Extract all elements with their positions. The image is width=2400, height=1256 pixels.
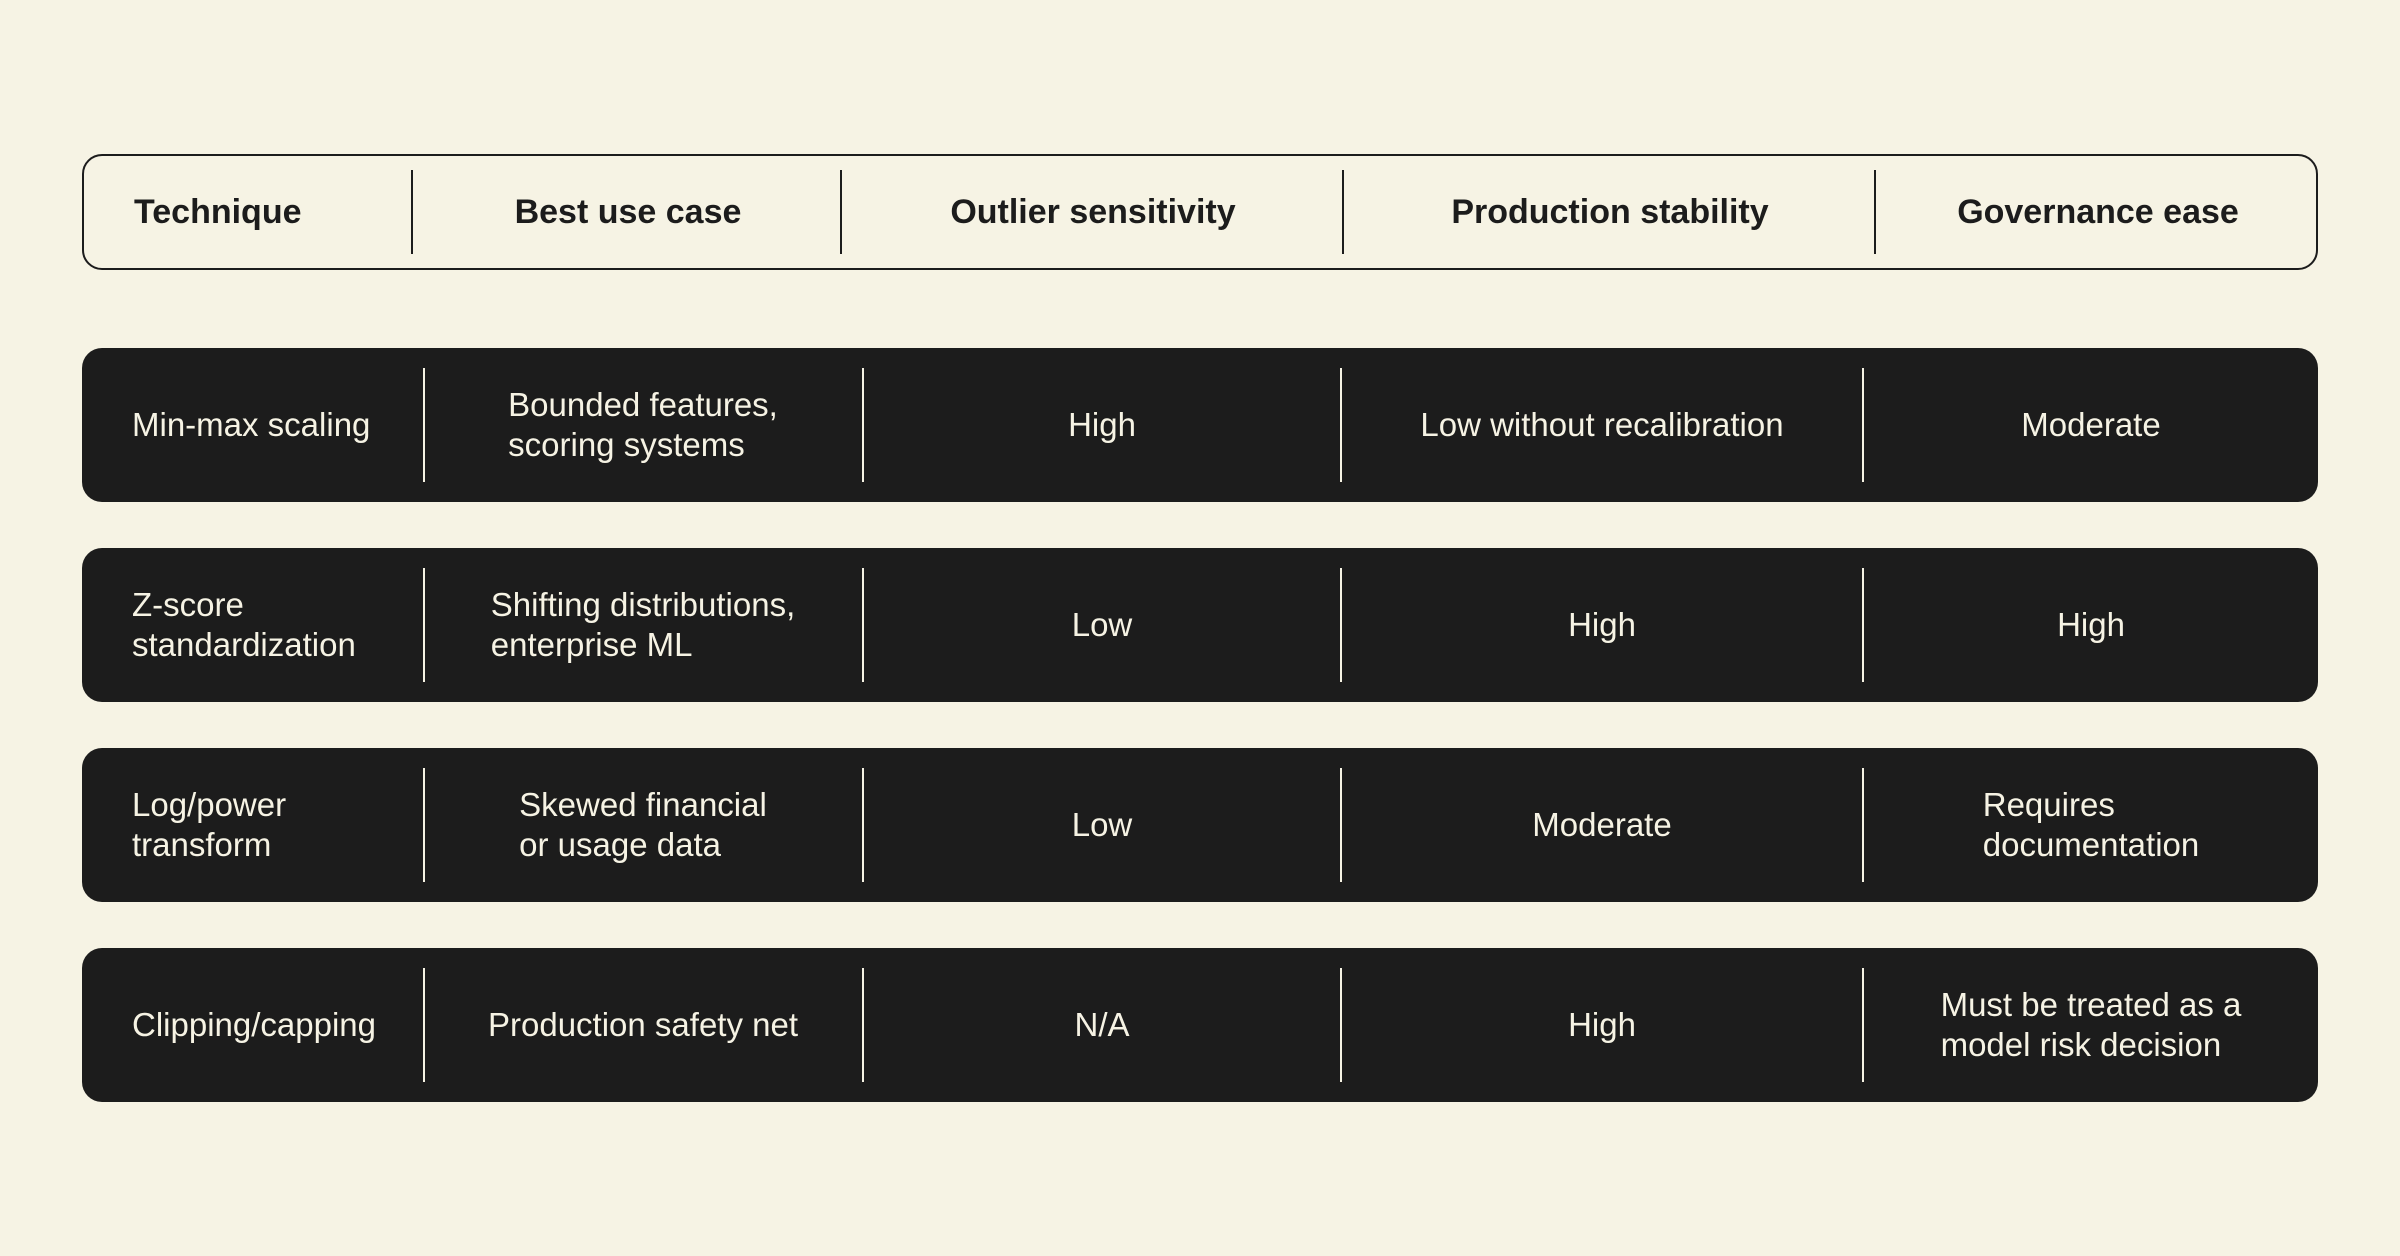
cell-best-use-case: Shifting distributions, enterprise ML: [425, 548, 861, 702]
row-divider: [1340, 368, 1342, 482]
cell-outlier-sensitivity-text: Low: [1071, 806, 1133, 843]
cell-production-stability: High: [1342, 948, 1862, 1102]
table-header: Technique Best use case Outlier sensitiv…: [82, 154, 2318, 270]
header-divider: [411, 170, 413, 254]
cell-technique-text: Clipping/capping: [132, 1006, 377, 1043]
row-divider: [1862, 368, 1864, 482]
cell-governance-ease: Moderate: [1864, 348, 2318, 502]
cell-technique-text: Z-score standardization: [132, 586, 356, 663]
row-divider: [423, 968, 425, 1082]
table-row: Clipping/capping Production safety net N…: [82, 948, 2318, 1102]
row-divider: [423, 368, 425, 482]
cell-governance-ease-text: Requires documentation: [1982, 786, 2200, 863]
row-divider: [862, 968, 864, 1082]
cell-production-stability-text: Moderate: [1532, 806, 1672, 843]
cell-technique-text: Log/power transform: [132, 786, 287, 863]
cell-production-stability: Moderate: [1342, 748, 1862, 902]
cell-production-stability-text: High: [1568, 1006, 1636, 1043]
cell-best-use-case-text: Bounded features, scoring systems: [508, 386, 778, 463]
cell-technique: Log/power transform: [132, 748, 422, 902]
cell-best-use-case: Production safety net: [425, 948, 861, 1102]
cell-production-stability: Low without recalibration: [1342, 348, 1862, 502]
cell-outlier-sensitivity-text: N/A: [1074, 1006, 1130, 1043]
row-divider: [423, 768, 425, 882]
cell-outlier-sensitivity: Low: [864, 548, 1340, 702]
cell-best-use-case-text: Skewed financial or usage data: [519, 786, 767, 863]
cell-outlier-sensitivity: Low: [864, 748, 1340, 902]
cell-production-stability-text: Low without recalibration: [1420, 406, 1784, 443]
row-divider: [862, 768, 864, 882]
cell-best-use-case: Bounded features, scoring systems: [425, 348, 861, 502]
row-divider: [862, 568, 864, 682]
cell-production-stability-text: High: [1568, 606, 1636, 643]
table-row: Log/power transform Skewed financial or …: [82, 748, 2318, 902]
header-governance-ease: Governance ease: [1957, 192, 2239, 231]
comparison-table: Technique Best use case Outlier sensitiv…: [82, 154, 2318, 1102]
header-production-stability: Production stability: [1451, 192, 1769, 231]
cell-best-use-case-text: Shifting distributions, enterprise ML: [490, 586, 796, 663]
cell-technique-text: Min-max scaling: [132, 406, 371, 443]
cell-governance-ease-text: High: [2057, 606, 2125, 643]
cell-technique: Min-max scaling: [132, 348, 422, 502]
row-divider: [1340, 768, 1342, 882]
cell-governance-ease: High: [1864, 548, 2318, 702]
cell-governance-ease-text: Moderate: [2021, 406, 2161, 443]
header-divider: [1874, 170, 1876, 254]
cell-outlier-sensitivity: N/A: [864, 948, 1340, 1102]
row-divider: [1862, 568, 1864, 682]
table-row: Z-score standardization Shifting distrib…: [82, 548, 2318, 702]
row-divider: [1340, 968, 1342, 1082]
row-divider: [1862, 968, 1864, 1082]
row-divider: [1340, 568, 1342, 682]
header-divider: [840, 170, 842, 254]
cell-production-stability: High: [1342, 548, 1862, 702]
cell-outlier-sensitivity-text: High: [1068, 406, 1136, 443]
header-divider: [1342, 170, 1344, 254]
table-row: Min-max scaling Bounded features, scorin…: [82, 348, 2318, 502]
cell-technique: Z-score standardization: [132, 548, 422, 702]
cell-outlier-sensitivity-text: Low: [1071, 606, 1133, 643]
cell-governance-ease: Must be treated as a model risk decision: [1864, 948, 2318, 1102]
row-divider: [423, 568, 425, 682]
header-best-use-case: Best use case: [514, 192, 742, 231]
cell-outlier-sensitivity: High: [864, 348, 1340, 502]
cell-technique: Clipping/capping: [132, 948, 422, 1102]
cell-best-use-case-text: Production safety net: [487, 1006, 799, 1043]
row-divider: [862, 368, 864, 482]
cell-governance-ease: Requires documentation: [1864, 748, 2318, 902]
cell-governance-ease-text: Must be treated as a model risk decision: [1940, 986, 2242, 1063]
header-outlier-sensitivity: Outlier sensitivity: [950, 192, 1236, 231]
header-technique: Technique: [134, 192, 302, 231]
row-divider: [1862, 768, 1864, 882]
cell-best-use-case: Skewed financial or usage data: [425, 748, 861, 902]
